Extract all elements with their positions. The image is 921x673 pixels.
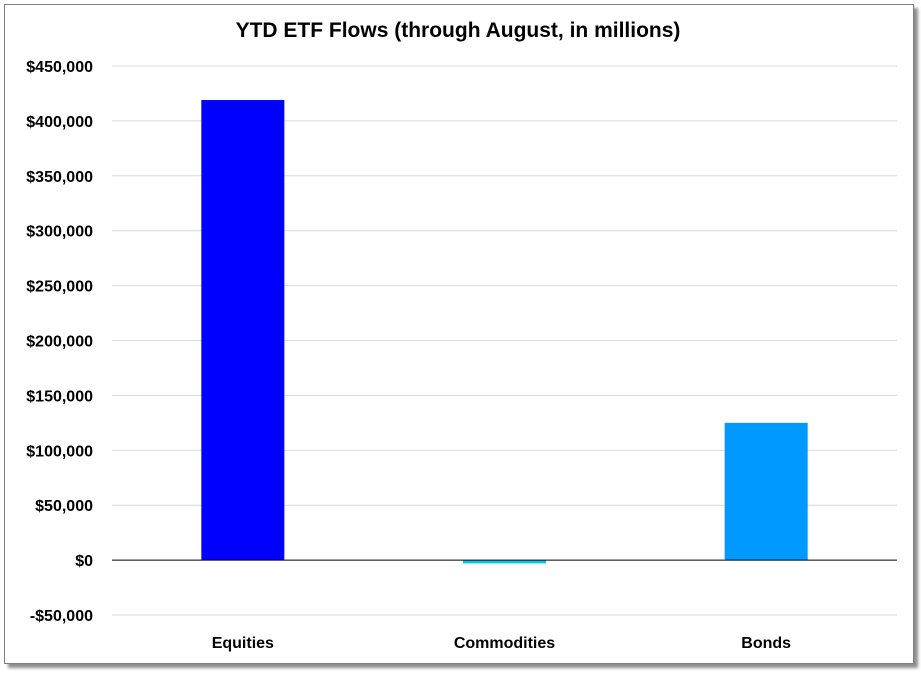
x-axis-categories: Equities Commodities Bonds — [212, 635, 791, 652]
y-tick-label: $0 — [75, 553, 93, 570]
x-category-label: Bonds — [741, 635, 791, 652]
y-tick-label: $100,000 — [26, 443, 93, 460]
bar-bonds — [724, 422, 808, 561]
x-category-label: Commodities — [454, 635, 555, 652]
y-tick-label: $200,000 — [26, 334, 93, 351]
y-tick-label: $400,000 — [26, 114, 93, 131]
y-tick-label: $350,000 — [26, 169, 93, 186]
x-category-label: Equities — [212, 635, 274, 652]
y-tick-label: $300,000 — [26, 224, 93, 241]
y-tick-label: $250,000 — [26, 279, 93, 296]
y-tick-label: $50,000 — [35, 498, 93, 515]
bar-commodities — [463, 560, 546, 564]
bars — [201, 100, 808, 564]
y-tick-label: -$50,000 — [30, 608, 93, 625]
y-tick-label: $450,000 — [26, 59, 93, 76]
chart-title: YTD ETF Flows (through August, in millio… — [236, 19, 681, 42]
y-axis-ticks: -$50,000 $0 $50,000 $100,000 $150,000 $200,00… — [26, 59, 93, 625]
y-tick-label: $150,000 — [26, 388, 93, 405]
bar-equities — [201, 100, 285, 561]
